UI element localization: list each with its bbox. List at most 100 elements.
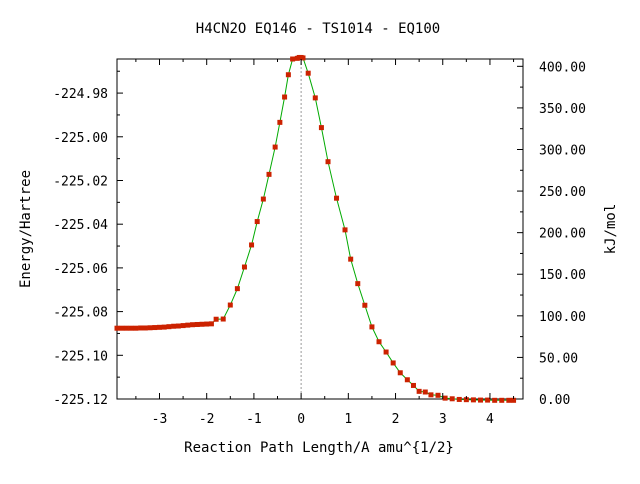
data-point (442, 395, 448, 401)
data-point (156, 324, 162, 330)
x-axis-title: Reaction Path Length/A amu^{1/2} (184, 440, 454, 456)
y-left-tick-label: -225.02 (53, 174, 108, 189)
data-point (277, 119, 283, 125)
data-point (456, 396, 462, 402)
data-point (355, 281, 361, 287)
data-point (220, 316, 226, 322)
y-left-tick-label: -225.00 (53, 131, 108, 146)
data-point (428, 392, 434, 398)
y-right-tick-label: 300.00 (539, 143, 586, 158)
data-point (241, 264, 247, 270)
data-point (422, 389, 428, 395)
data-point (478, 397, 484, 403)
energy-curve (117, 56, 514, 401)
data-point (152, 325, 158, 331)
data-point (404, 377, 410, 383)
data-point (142, 325, 148, 331)
data-point (463, 397, 469, 403)
x-tick-label: 2 (392, 412, 400, 427)
data-point (272, 144, 278, 150)
data-point (416, 388, 422, 394)
data-point (254, 219, 260, 225)
data-point (506, 397, 512, 403)
data-point (397, 370, 403, 376)
data-point (390, 360, 396, 366)
chart-title: H4CN2O EQ146 - TS1014 - EQ100 (196, 21, 440, 37)
data-point (285, 72, 291, 78)
data-point (133, 325, 139, 331)
data-point (208, 321, 214, 327)
data-point (348, 256, 354, 262)
y-axis-right-title: kJ/mol (603, 204, 619, 255)
data-point (213, 316, 219, 322)
data-point (485, 397, 491, 403)
data-point (260, 196, 266, 202)
data-point (227, 302, 233, 308)
x-tick-label: 3 (439, 412, 447, 427)
y-right-tick-label: 0.00 (539, 393, 570, 408)
data-point (138, 325, 144, 331)
data-point (199, 321, 205, 327)
y-right-tick-label: 50.00 (539, 351, 578, 366)
y-left-tick-label: -225.06 (53, 262, 108, 277)
data-point (492, 397, 498, 403)
data-point (449, 396, 455, 402)
data-point (325, 159, 331, 165)
data-point (123, 325, 129, 331)
data-point (282, 94, 288, 100)
x-tick-label: 0 (297, 412, 305, 427)
data-point (312, 95, 318, 101)
x-axis: -3 -2 -1 0 1 2 3 4 (135, 59, 515, 427)
data-point (180, 323, 186, 329)
x-tick-label: -1 (246, 412, 262, 427)
data-point (175, 323, 181, 329)
y-right-tick-label: 100.00 (539, 310, 586, 325)
data-point (369, 324, 375, 330)
curve-layer (117, 56, 514, 401)
data-point (119, 325, 125, 331)
y-left-tick-label: -225.10 (53, 349, 108, 364)
data-point (249, 242, 255, 248)
data-point (383, 349, 389, 355)
x-tick-label: -3 (152, 412, 168, 427)
data-point (318, 125, 324, 131)
data-point (499, 397, 505, 403)
data-point (190, 322, 196, 328)
y-left-tick-label: -225.04 (53, 218, 108, 233)
data-point (234, 286, 240, 292)
y-left-tick-label: -224.98 (53, 87, 108, 102)
data-point (147, 325, 153, 331)
data-point (362, 302, 368, 308)
data-point (470, 397, 476, 403)
data-point (410, 382, 416, 388)
y-right-tick-label: 150.00 (539, 268, 586, 283)
x-tick-label: -2 (199, 412, 215, 427)
y-right-tick-label: 250.00 (539, 185, 586, 200)
data-point (342, 227, 348, 233)
y-axis-left: -224.98 -225.00 -225.02 -225.04 -225.06 -225.… (53, 70, 123, 408)
data-point (511, 397, 517, 403)
data-point (204, 321, 210, 327)
data-point (171, 323, 177, 329)
data-point (290, 56, 296, 62)
data-point (161, 324, 167, 330)
y-right-tick-label: 200.00 (539, 227, 586, 242)
data-point (166, 324, 172, 330)
data-point (266, 171, 272, 177)
data-point (185, 322, 191, 328)
data-point (128, 325, 134, 331)
y-left-tick-label: -225.08 (53, 306, 108, 321)
data-point (376, 339, 382, 345)
data-point (114, 325, 120, 331)
y-right-tick-label: 350.00 (539, 102, 586, 117)
y-right-tick-label: 400.00 (539, 60, 586, 75)
y-axis-left-title: Energy/Hartree (18, 170, 34, 288)
points-layer (114, 54, 517, 403)
data-point (305, 70, 311, 76)
y-axis-right: 0.00 50.00 100.00 150.00 200.00 250.00 300.00 3… (517, 60, 586, 408)
data-point (435, 392, 441, 398)
data-point (194, 321, 200, 327)
y-left-tick-label: -225.12 (53, 393, 108, 408)
